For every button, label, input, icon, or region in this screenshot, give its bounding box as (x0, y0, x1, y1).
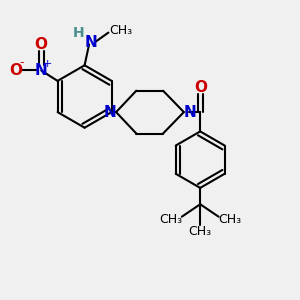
Text: CH₃: CH₃ (109, 24, 132, 37)
Text: CH₃: CH₃ (218, 213, 242, 226)
Text: O: O (194, 80, 207, 94)
Text: O: O (9, 63, 22, 78)
Text: N: N (183, 105, 196, 120)
Text: CH₃: CH₃ (159, 213, 182, 226)
Text: H: H (72, 26, 84, 40)
Text: O: O (35, 37, 48, 52)
Text: N: N (35, 63, 48, 78)
Text: +: + (43, 59, 52, 69)
Text: -: - (20, 56, 24, 69)
Text: CH₃: CH₃ (189, 225, 212, 238)
Text: N: N (84, 34, 97, 50)
Text: N: N (104, 105, 116, 120)
